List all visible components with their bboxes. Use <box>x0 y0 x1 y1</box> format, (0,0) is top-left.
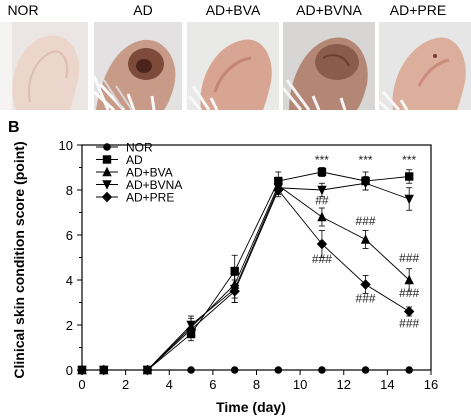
photo-ad <box>94 22 182 110</box>
x-tick-label: 8 <box>253 377 260 392</box>
point-ad-pre <box>403 306 415 317</box>
group-label-ad-bva: AD+BVA <box>205 2 261 18</box>
x-axis-label: Time (day) <box>216 399 286 415</box>
photo-ad-bvna <box>283 22 375 110</box>
point-nor <box>361 366 370 374</box>
series-ad-pre <box>76 182 415 376</box>
legend-label: AD+BVA <box>126 166 173 180</box>
y-tick-label: 4 <box>66 273 73 288</box>
group-label-nor: NOR <box>7 2 39 18</box>
photo-ad-pre <box>379 22 471 110</box>
point-ad-pre <box>142 364 153 376</box>
point-ad-bvna <box>317 185 327 196</box>
x-tick-label: 6 <box>209 377 216 392</box>
y-tick-label: 0 <box>66 363 73 378</box>
legend-label: AD <box>126 153 143 167</box>
significance-annotation: ### <box>356 292 376 306</box>
panel-a: NOR AD AD+BVA AD+BVNA AD+PRE A <box>0 0 471 112</box>
significance-annotation: ### <box>356 214 376 228</box>
point-nor <box>187 366 195 374</box>
point-ad-bva <box>360 234 371 244</box>
series-ad-bva <box>77 178 414 375</box>
y-tick-label: 8 <box>66 183 73 198</box>
series-line-ad-bvna <box>82 182 410 371</box>
significance-annotation: ### <box>399 286 419 300</box>
x-tick-label: 4 <box>166 377 173 392</box>
legend-label: AD+PRE <box>126 191 174 205</box>
annotation-layer: *** *** ***######## ###### ###### <box>312 153 420 330</box>
point-ad-bva <box>404 274 414 285</box>
legend-marker <box>102 166 112 177</box>
significance-annotation: *** <box>402 153 416 167</box>
photo-nor <box>0 22 88 110</box>
point-ad-bvna <box>360 179 371 189</box>
series-layer <box>76 167 415 376</box>
point-ad-pre <box>360 279 371 290</box>
y-axis-label: Clinical skin condition score (point) <box>11 141 27 378</box>
group-label-ad-pre: AD+PRE <box>389 2 447 18</box>
panel-letter-b: B <box>8 119 20 136</box>
point-nor <box>274 366 283 374</box>
x-tick-label: 10 <box>293 377 307 392</box>
significance-annotation: ### <box>312 252 332 266</box>
y-tick-label: 6 <box>66 228 73 243</box>
point-ad <box>404 172 414 181</box>
point-ad-bva <box>317 211 327 222</box>
point-ad-pre <box>76 364 88 376</box>
point-ad-pre <box>185 324 197 335</box>
legend-marker <box>102 155 112 164</box>
legend-marker <box>103 143 111 151</box>
significance-annotation: *** <box>315 153 329 167</box>
group-label-ad: AD <box>133 2 153 18</box>
legend-label: NOR <box>126 141 153 155</box>
y-tick-label: 10 <box>59 138 73 153</box>
point-ad-pre <box>229 286 240 297</box>
legend-label: AD+BVNA <box>126 178 182 192</box>
significance-annotation: ### <box>399 316 419 330</box>
significance-annotation: ### <box>399 251 419 265</box>
point-ad-pre <box>98 364 110 376</box>
legend-marker <box>101 191 113 203</box>
x-tick-label: 16 <box>424 377 438 392</box>
point-ad <box>317 167 327 177</box>
group-label-ad-bvna: AD+BVNA <box>296 2 362 18</box>
point-ad-bvna <box>404 194 414 205</box>
significance-annotation: ## <box>315 194 329 208</box>
x-tick-label: 12 <box>337 377 351 392</box>
chart-axes: 0 2 4 6 8 10 12 14 16 0 2 4 6 8 10 <box>59 138 439 392</box>
x-tick-label: 0 <box>78 377 85 392</box>
legend-marker <box>102 180 112 190</box>
point-nor <box>405 366 413 374</box>
significance-annotation: *** <box>359 153 373 167</box>
photo-ad-bva <box>187 22 279 110</box>
x-tick-label: 14 <box>380 377 394 392</box>
x-tick-label: 2 <box>122 377 129 392</box>
point-nor <box>230 366 239 374</box>
point-nor <box>318 366 326 374</box>
point-ad-pre <box>316 238 328 250</box>
y-tick-label: 2 <box>66 318 73 333</box>
